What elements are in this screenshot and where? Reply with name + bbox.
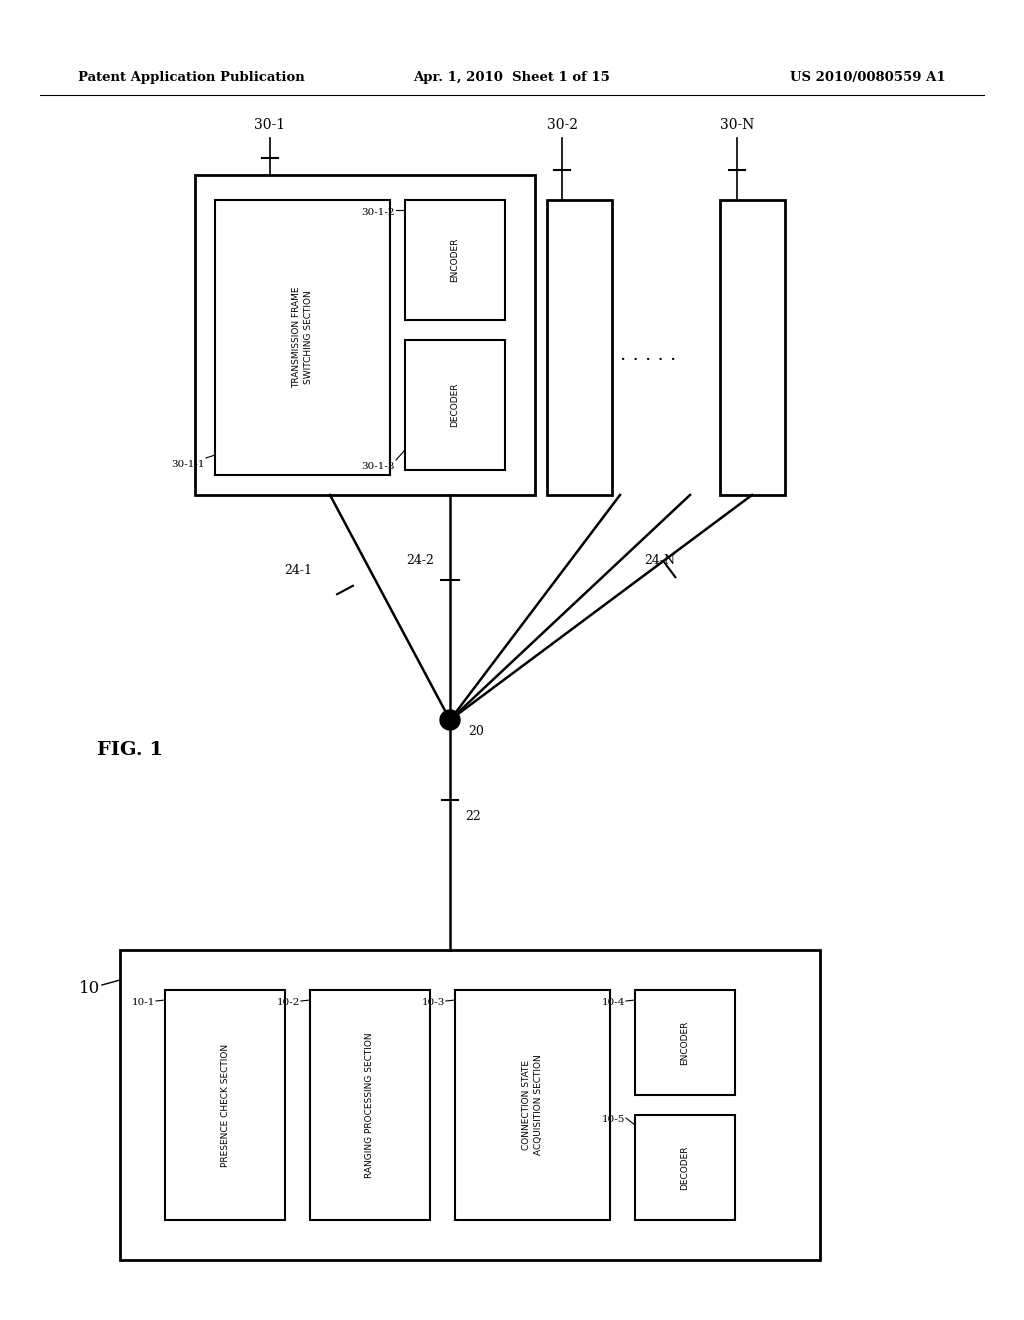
Bar (310, 990, 430, 1220)
Circle shape (440, 710, 460, 730)
Text: 30-N: 30-N (720, 117, 755, 132)
Text: 30-1-2: 30-1-2 (361, 209, 395, 216)
Text: CONNECTION STATE
ACQUISITION SECTION: CONNECTION STATE ACQUISITION SECTION (522, 1055, 543, 1155)
Text: Patent Application Publication: Patent Application Publication (78, 71, 305, 84)
Text: PRESENCE CHECK SECTION: PRESENCE CHECK SECTION (220, 1043, 229, 1167)
Text: 10-5: 10-5 (602, 1115, 625, 1125)
Text: DECODER: DECODER (681, 1146, 689, 1189)
Bar (455, 990, 610, 1220)
Text: US 2010/0080559 A1: US 2010/0080559 A1 (791, 71, 946, 84)
Text: RANGING PROCESSING SECTION: RANGING PROCESSING SECTION (366, 1032, 375, 1177)
Text: 22: 22 (465, 810, 480, 822)
Text: 24-2: 24-2 (407, 553, 434, 566)
Bar (195, 176, 535, 495)
Bar (215, 201, 390, 475)
Text: ENCODER: ENCODER (451, 238, 460, 282)
Bar (165, 990, 285, 1220)
Text: . . . . .: . . . . . (620, 346, 676, 364)
Text: 30-1-1: 30-1-1 (171, 459, 205, 469)
Text: 20: 20 (468, 725, 484, 738)
Text: 24-N: 24-N (644, 553, 676, 566)
Text: TRANSMISSION FRAME
SWITCHING SECTION: TRANSMISSION FRAME SWITCHING SECTION (293, 286, 312, 388)
Text: 10: 10 (79, 979, 100, 997)
Text: 24-1: 24-1 (284, 564, 312, 577)
Text: DECODER: DECODER (451, 383, 460, 428)
Text: FIG. 1: FIG. 1 (97, 741, 163, 759)
Bar (120, 950, 820, 1261)
Text: Apr. 1, 2010  Sheet 1 of 15: Apr. 1, 2010 Sheet 1 of 15 (414, 71, 610, 84)
Text: 10-3: 10-3 (422, 998, 445, 1007)
Text: 30-1: 30-1 (254, 117, 286, 132)
Bar (547, 201, 612, 495)
Text: ENCODER: ENCODER (681, 1020, 689, 1065)
Text: 10-4: 10-4 (602, 998, 625, 1007)
Text: 30-1-3: 30-1-3 (361, 462, 395, 471)
Bar (720, 201, 785, 495)
Text: 30-2: 30-2 (547, 117, 578, 132)
Text: 10-2: 10-2 (276, 998, 300, 1007)
Bar (635, 1115, 735, 1220)
Text: 10-1: 10-1 (132, 998, 155, 1007)
Bar (635, 990, 735, 1096)
Bar (406, 201, 505, 319)
Bar (406, 341, 505, 470)
